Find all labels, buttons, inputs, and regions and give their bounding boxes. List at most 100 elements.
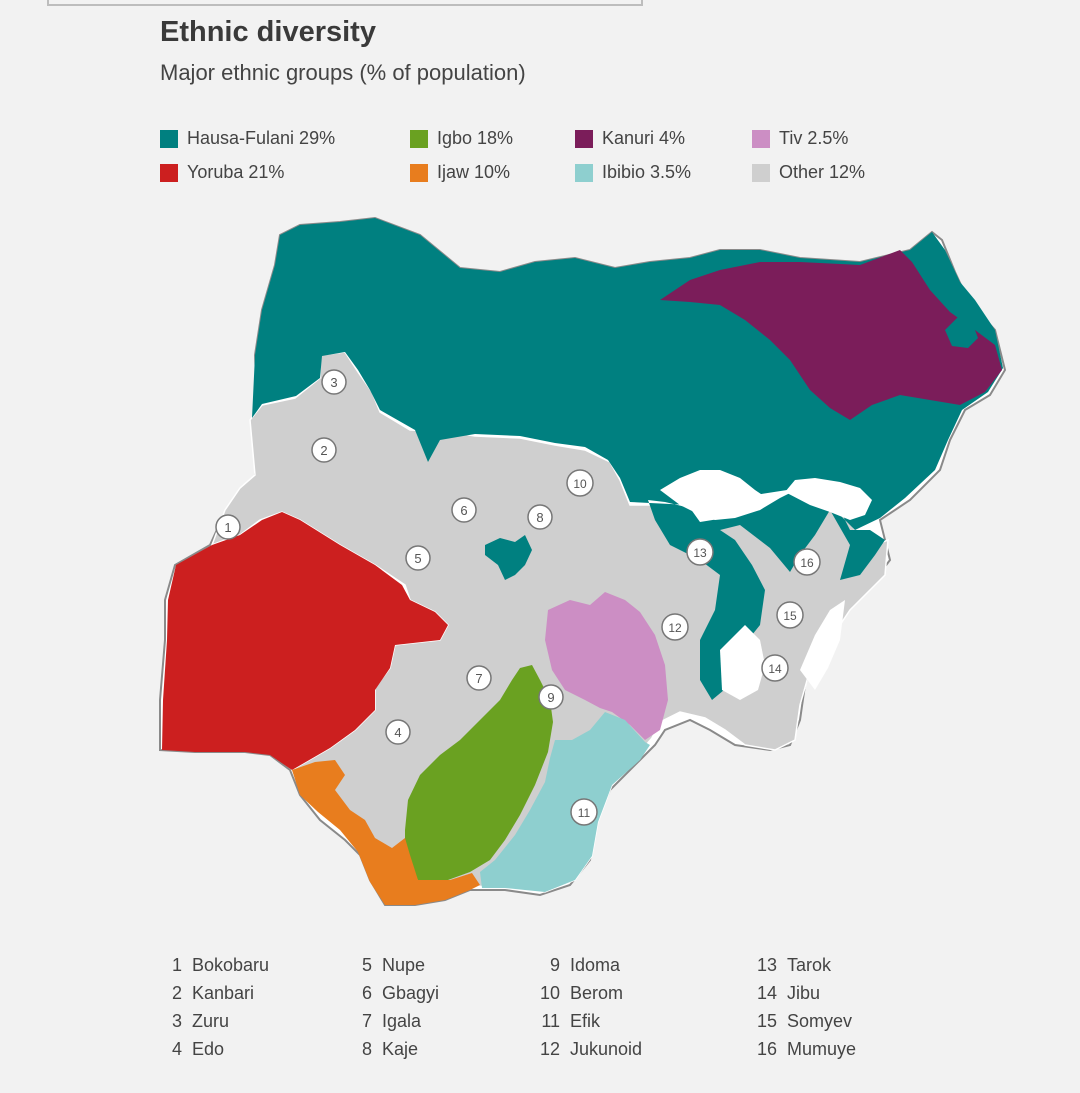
legend-label: Other 12% bbox=[779, 162, 866, 182]
legend: Hausa-Fulani 29% Yoruba 21% Igbo 18% Ija… bbox=[160, 128, 900, 192]
region-hausa-fulani-ne bbox=[945, 315, 978, 348]
key-number: 10 bbox=[539, 983, 560, 1003]
legend-item-ibibio: Ibibio 3.5% bbox=[575, 162, 691, 183]
region-tiv bbox=[545, 592, 668, 740]
key-item: 15 Somyev bbox=[745, 1011, 852, 1032]
marker-label: 6 bbox=[460, 503, 467, 518]
marker-label: 9 bbox=[547, 690, 554, 705]
key-name: Tarok bbox=[787, 955, 832, 975]
marker-label: 15 bbox=[783, 609, 797, 623]
key-name: Kaje bbox=[382, 1039, 419, 1059]
key-number: 16 bbox=[756, 1039, 777, 1059]
key-item: 3 Zuru bbox=[160, 1011, 229, 1032]
marker-label: 4 bbox=[394, 725, 401, 740]
key-item: 11 Efik bbox=[528, 1011, 600, 1032]
key-item: 14 Jibu bbox=[745, 983, 820, 1004]
legend-label: Hausa-Fulani 29% bbox=[187, 128, 336, 148]
marker-11: 11 bbox=[570, 798, 598, 826]
legend-swatch bbox=[575, 163, 593, 182]
legend-label: Igbo 18% bbox=[437, 128, 514, 148]
marker-label: 13 bbox=[693, 546, 707, 560]
legend-swatch bbox=[410, 129, 428, 148]
legend-label: Ijaw 10% bbox=[437, 162, 511, 182]
key-item: 10 Berom bbox=[528, 983, 623, 1004]
marker-1: 1 bbox=[215, 514, 241, 540]
key-name: Somyev bbox=[787, 1011, 853, 1031]
key-item: 16 Mumuye bbox=[745, 1039, 856, 1060]
legend-label: Ibibio 3.5% bbox=[602, 162, 692, 182]
key-item: 1 Bokobaru bbox=[160, 955, 269, 976]
region-ibibio bbox=[480, 712, 650, 892]
key-number: 3 bbox=[171, 1011, 182, 1031]
region-kanuri bbox=[660, 250, 1002, 420]
key-name: Gbagyi bbox=[382, 983, 440, 1003]
marker-13: 13 bbox=[686, 538, 714, 566]
marker-15: 15 bbox=[776, 601, 804, 629]
marker-label: 8 bbox=[536, 510, 543, 525]
legend-item-hausa-fulani: Hausa-Fulani 29% bbox=[160, 128, 335, 149]
key-number: 13 bbox=[756, 955, 777, 975]
key-name: Berom bbox=[570, 983, 624, 1003]
key-item: 2 Kanbari bbox=[160, 983, 254, 1004]
key-name: Kanbari bbox=[192, 983, 255, 1003]
legend-label: Kanuri 4% bbox=[602, 128, 686, 148]
key-number: 2 bbox=[171, 983, 182, 1003]
marker-label: 2 bbox=[320, 443, 327, 458]
group-key: 1 Bokobaru 2 Kanbari 3 Zuru 4 Edo 5 Nupe 6 Gba… bbox=[160, 955, 920, 1075]
marker-label: 1 bbox=[224, 520, 231, 535]
key-item: 6 Gbagyi bbox=[350, 983, 439, 1004]
marker-2: 2 bbox=[311, 437, 337, 463]
legend-label: Tiv 2.5% bbox=[779, 128, 849, 148]
key-name: Zuru bbox=[192, 1011, 230, 1031]
key-number: 4 bbox=[171, 1039, 182, 1059]
key-number: 12 bbox=[539, 1039, 560, 1059]
key-name: Nupe bbox=[382, 955, 426, 975]
marker-9: 9 bbox=[538, 684, 564, 710]
region-unmarked-2 bbox=[785, 478, 872, 520]
region-unmarked-3 bbox=[720, 625, 765, 700]
legend-swatch bbox=[575, 129, 593, 148]
marker-7: 7 bbox=[466, 665, 492, 691]
marker-label: 14 bbox=[768, 662, 782, 676]
key-name: Edo bbox=[192, 1039, 225, 1059]
marker-12: 12 bbox=[661, 613, 689, 641]
top-frame-border bbox=[47, 0, 643, 6]
key-item: 5 Nupe bbox=[350, 955, 425, 976]
marker-3: 3 bbox=[321, 369, 347, 395]
marker-label: 11 bbox=[578, 806, 591, 820]
key-number: 9 bbox=[549, 955, 560, 975]
key-number: 11 bbox=[541, 1011, 560, 1031]
legend-label: Yoruba 21% bbox=[187, 162, 285, 182]
region-ijaw bbox=[292, 760, 480, 905]
key-number: 7 bbox=[361, 1011, 372, 1031]
key-number: 5 bbox=[361, 955, 372, 975]
marker-label: 10 bbox=[573, 477, 587, 491]
key-number: 15 bbox=[756, 1011, 777, 1031]
region-igbo bbox=[405, 665, 553, 880]
legend-item-ijaw: Ijaw 10% bbox=[410, 162, 510, 183]
legend-item-kanuri: Kanuri 4% bbox=[575, 128, 685, 149]
marker-label: 16 bbox=[800, 556, 814, 570]
legend-item-other: Other 12% bbox=[752, 162, 865, 183]
legend-item-tiv: Tiv 2.5% bbox=[752, 128, 848, 149]
key-item: 12 Jukunoid bbox=[528, 1039, 642, 1060]
key-number: 1 bbox=[171, 955, 182, 975]
marker-8: 8 bbox=[527, 504, 553, 530]
legend-swatch bbox=[410, 163, 428, 182]
key-name: Idoma bbox=[570, 955, 621, 975]
marker-label: 3 bbox=[330, 375, 337, 390]
region-yoruba bbox=[162, 512, 448, 770]
marker-label: 7 bbox=[475, 671, 482, 686]
marker-label: 12 bbox=[668, 621, 682, 635]
legend-swatch bbox=[160, 129, 178, 148]
key-number: 8 bbox=[361, 1039, 372, 1059]
legend-item-yoruba: Yoruba 21% bbox=[160, 162, 284, 183]
key-item: 8 Kaje bbox=[350, 1039, 418, 1060]
marker-16: 16 bbox=[793, 548, 821, 576]
key-item: 13 Tarok bbox=[745, 955, 831, 976]
marker-10: 10 bbox=[566, 469, 594, 497]
region-unmarked-4 bbox=[800, 600, 845, 690]
key-number: 14 bbox=[756, 983, 777, 1003]
key-name: Mumuye bbox=[787, 1039, 857, 1059]
